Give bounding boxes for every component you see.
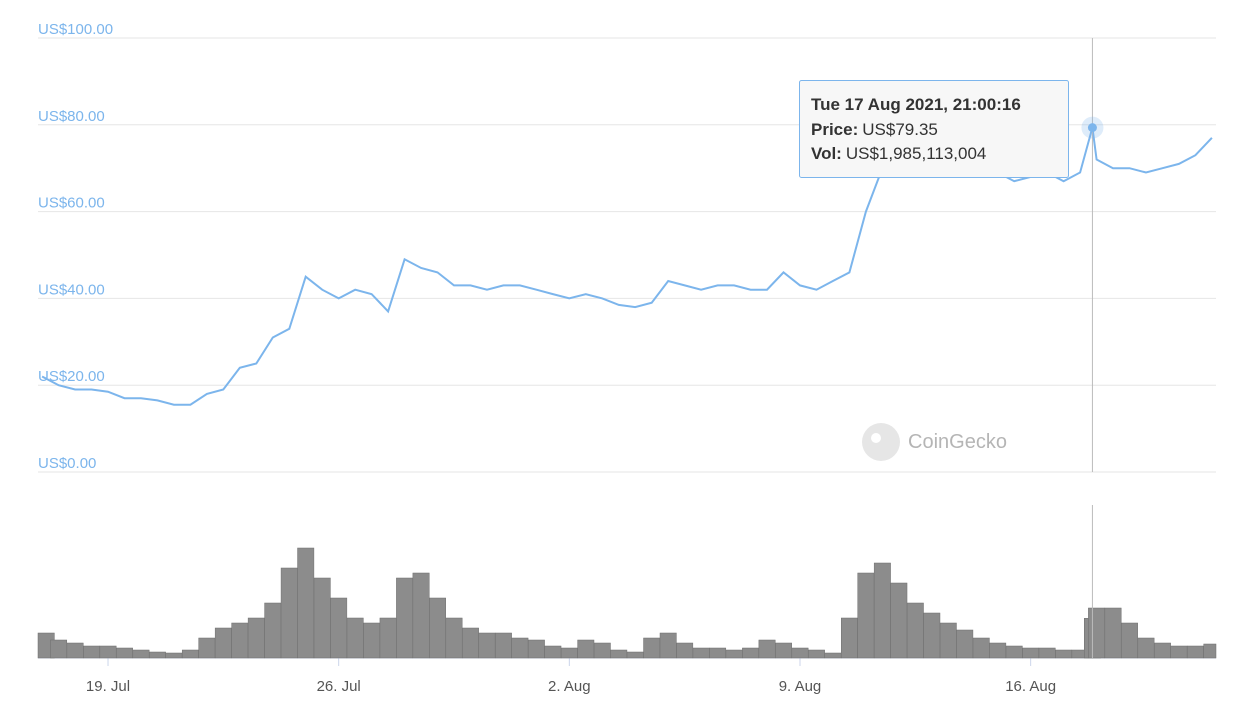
tooltip-vol-value: US$1,985,113,004	[846, 144, 987, 163]
volume-bar	[313, 577, 331, 659]
volume-bar	[412, 572, 430, 659]
volume-bar	[1104, 607, 1122, 659]
volume-bar	[527, 639, 545, 659]
volume-bar	[725, 649, 743, 659]
volume-bar	[478, 632, 496, 659]
volume-bar	[808, 649, 825, 659]
volume-bar	[165, 652, 183, 659]
volume-bar	[709, 647, 727, 659]
tooltip-vol: Vol: US$1,985,113,004	[811, 144, 986, 163]
volume-bar	[873, 562, 891, 659]
volume-bar	[956, 629, 974, 659]
volume-bar	[692, 647, 710, 659]
volume-bar	[445, 617, 463, 659]
y-tick-label: US$40.00	[38, 281, 105, 298]
tooltip-title: Tue 17 Aug 2021, 21:00:16	[811, 95, 1021, 114]
y-tick-label: US$0.00	[38, 455, 96, 472]
watermark-logo	[862, 423, 900, 461]
volume-bar	[149, 651, 166, 659]
volume-bar	[989, 642, 1007, 659]
volume-bar	[610, 649, 628, 659]
volume-bar	[1055, 649, 1073, 659]
watermark-text: CoinGecko	[908, 431, 1007, 453]
volume-bar	[1088, 607, 1105, 659]
volume-bar	[264, 602, 282, 659]
volume-bar	[923, 612, 941, 659]
volume-bar	[379, 617, 397, 659]
volume-bar	[626, 651, 644, 659]
volume-bar	[544, 645, 562, 659]
volume-bar	[116, 647, 133, 659]
volume-bar	[396, 577, 414, 659]
volume-bar	[231, 622, 249, 659]
tooltip: Tue 17 Aug 2021, 21:00:16 Price: US$79.35 V…	[799, 80, 1069, 178]
volume-bar	[429, 597, 446, 659]
volume-bar	[560, 647, 578, 659]
volume-bar	[676, 642, 694, 659]
x-tick-label: 19. Jul	[86, 678, 130, 695]
y-tick-label: US$80.00	[38, 108, 105, 125]
volume-bar	[659, 632, 677, 659]
y-tick-label: US$100.00	[38, 21, 113, 38]
volume-bar	[972, 637, 990, 659]
volume-bar	[132, 649, 150, 659]
volume-bar	[247, 617, 265, 659]
volume-bar	[643, 637, 661, 659]
volume-bar	[495, 632, 512, 659]
x-tick-label: 2. Aug	[548, 678, 591, 695]
watermark-eye	[871, 433, 881, 443]
hover-point	[1087, 123, 1097, 133]
volume-bar	[1137, 637, 1155, 659]
volume-bar	[363, 622, 381, 659]
volume-bar	[593, 642, 611, 659]
y-tick-label: US$20.00	[38, 368, 105, 385]
tooltip-vol-label: Vol:	[811, 144, 842, 163]
tooltip-box	[799, 80, 1069, 178]
volume-bar	[1154, 642, 1171, 659]
volume-bar	[330, 597, 348, 659]
x-tick-label: 9. Aug	[779, 678, 822, 695]
volume-bar	[1038, 647, 1056, 659]
volume-bar	[906, 602, 924, 659]
volume-bar	[1203, 643, 1217, 659]
volume-bar	[577, 639, 595, 659]
volume-bar	[83, 645, 100, 659]
y-tick-label: US$60.00	[38, 195, 105, 212]
volume-bar	[1121, 622, 1138, 659]
x-tick-label: 16. Aug	[1005, 678, 1056, 695]
volume-bar	[462, 627, 479, 659]
volume-bar	[214, 627, 232, 659]
volume-bar	[890, 582, 908, 659]
volume-bar	[50, 639, 68, 659]
volume-bar	[775, 642, 792, 659]
volume-bar	[198, 637, 216, 659]
volume-bar	[742, 647, 759, 659]
volume-bar	[280, 567, 298, 659]
x-tick-label: 26. Jul	[317, 678, 361, 695]
volume-bar	[511, 637, 529, 659]
volume-bar	[1005, 645, 1023, 659]
volume-bar	[66, 642, 84, 659]
volume-bar	[840, 617, 858, 659]
volume-bar	[346, 617, 364, 659]
volume-bar	[99, 645, 117, 659]
volume-bar	[1022, 647, 1040, 659]
volume-bar	[857, 572, 875, 659]
volume-bar	[758, 639, 776, 659]
volume-bar	[1186, 645, 1204, 659]
volume-bar	[181, 649, 199, 659]
volume-bar	[297, 547, 315, 659]
tooltip-price-label: Price:	[811, 120, 858, 139]
volume-bar	[791, 647, 809, 659]
volume-bar	[939, 622, 957, 659]
tooltip-price: Price: US$79.35	[811, 120, 938, 139]
volume-bar	[824, 652, 842, 659]
tooltip-price-value: US$79.35	[862, 120, 938, 139]
watermark: CoinGecko	[862, 423, 1007, 461]
volume-bar	[1170, 645, 1188, 659]
